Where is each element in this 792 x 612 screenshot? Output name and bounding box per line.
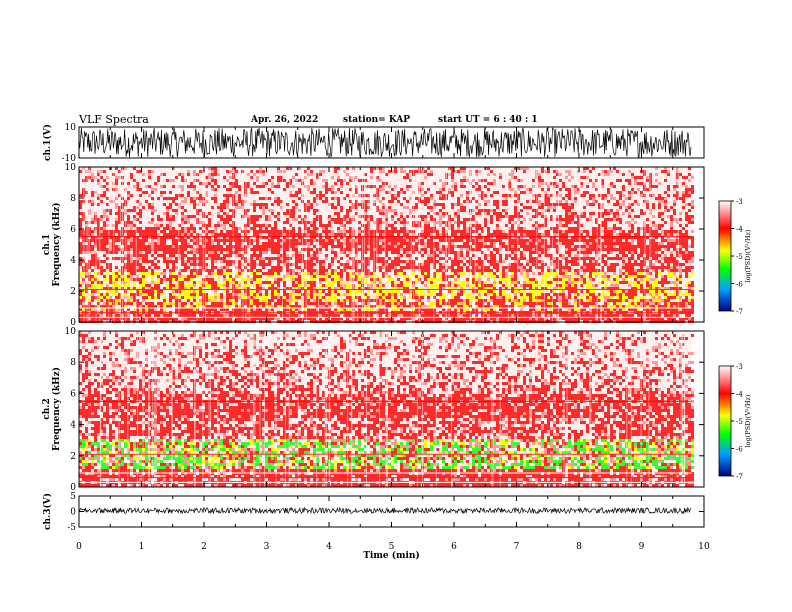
colorbar-tick-label: -5 — [736, 418, 743, 426]
colorbar-tick-label: -6 — [736, 446, 743, 454]
y-tick-label: 8 — [70, 194, 76, 204]
y-tick-label: 4 — [70, 421, 76, 431]
station-label: station= KAP — [343, 115, 411, 125]
data-layer — [78, 127, 694, 515]
start-ut-label: start UT = 6 : 40 : 1 — [438, 115, 538, 125]
y-tick-label: 0 — [70, 483, 76, 493]
colorbar-tick-label: -5 — [736, 253, 743, 261]
y-tick-label: 6 — [70, 225, 76, 235]
colorbar-tick-label: -6 — [736, 281, 743, 289]
y-tick-label: -5 — [67, 523, 76, 533]
y-tick-label: 0 — [70, 508, 76, 518]
colorbar-tick-label: -3 — [736, 363, 743, 371]
figure-title: VLF Spectra — [79, 113, 149, 126]
y-axis-label: Frequency (kHz) — [51, 367, 62, 451]
y-axis-label: ch.3(V) — [42, 493, 53, 530]
y-tick-label: 2 — [70, 452, 76, 462]
colorbar-tick-label: -4 — [736, 226, 743, 234]
x-tick-label: 6 — [451, 542, 457, 552]
colorbar-tick-label: -4 — [736, 391, 743, 399]
waveform-trace — [78, 127, 692, 158]
y-axis-label: Frequency (kHz) — [51, 202, 62, 286]
colorbar — [718, 365, 732, 477]
y-tick-label: -10 — [62, 154, 77, 164]
y-tick-label: 6 — [70, 389, 76, 399]
x-tick-label: 8 — [576, 542, 582, 552]
x-tick-label: 5 — [389, 542, 395, 552]
colorbar — [718, 200, 732, 312]
colorbar-label: log(PSD)(V²/Hz) — [744, 394, 752, 447]
colorbar-tick-label: -3 — [736, 198, 743, 206]
y-tick-label: 8 — [70, 358, 76, 368]
y-tick-label: 0 — [70, 318, 76, 328]
colorbar-label: log(PSD)(V²/Hz) — [744, 229, 752, 282]
x-tick-label: 1 — [139, 542, 145, 552]
y-axis-label: ch.1 — [42, 234, 52, 255]
y-tick-label: 10 — [65, 163, 77, 173]
x-axis-label: Time (min) — [363, 550, 420, 561]
x-tick-label: 4 — [326, 542, 332, 552]
waveform-trace — [78, 506, 692, 515]
x-tick-label: 0 — [76, 542, 82, 552]
colorbar-tick-label: -7 — [736, 473, 743, 481]
x-tick-label: 9 — [639, 542, 645, 552]
y-tick-label: 2 — [70, 287, 76, 297]
x-tick-label: 7 — [514, 542, 520, 552]
x-tick-label: 2 — [201, 542, 207, 552]
spectrogram-image — [78, 331, 694, 487]
colorbar-tick-label: -7 — [736, 308, 743, 316]
y-axis-label: ch.2 — [42, 398, 52, 419]
x-tick-label: 3 — [264, 542, 270, 552]
y-tick-label: 10 — [65, 327, 77, 337]
spectrogram-image — [79, 167, 694, 323]
y-axis-label: ch.1(V) — [42, 124, 53, 161]
y-tick-label: 5 — [70, 492, 76, 502]
y-tick-label: 4 — [70, 256, 76, 266]
date-label: Apr. 26, 2022 — [251, 115, 319, 125]
y-tick-label: 10 — [65, 123, 77, 133]
x-tick-label: 10 — [698, 542, 710, 552]
